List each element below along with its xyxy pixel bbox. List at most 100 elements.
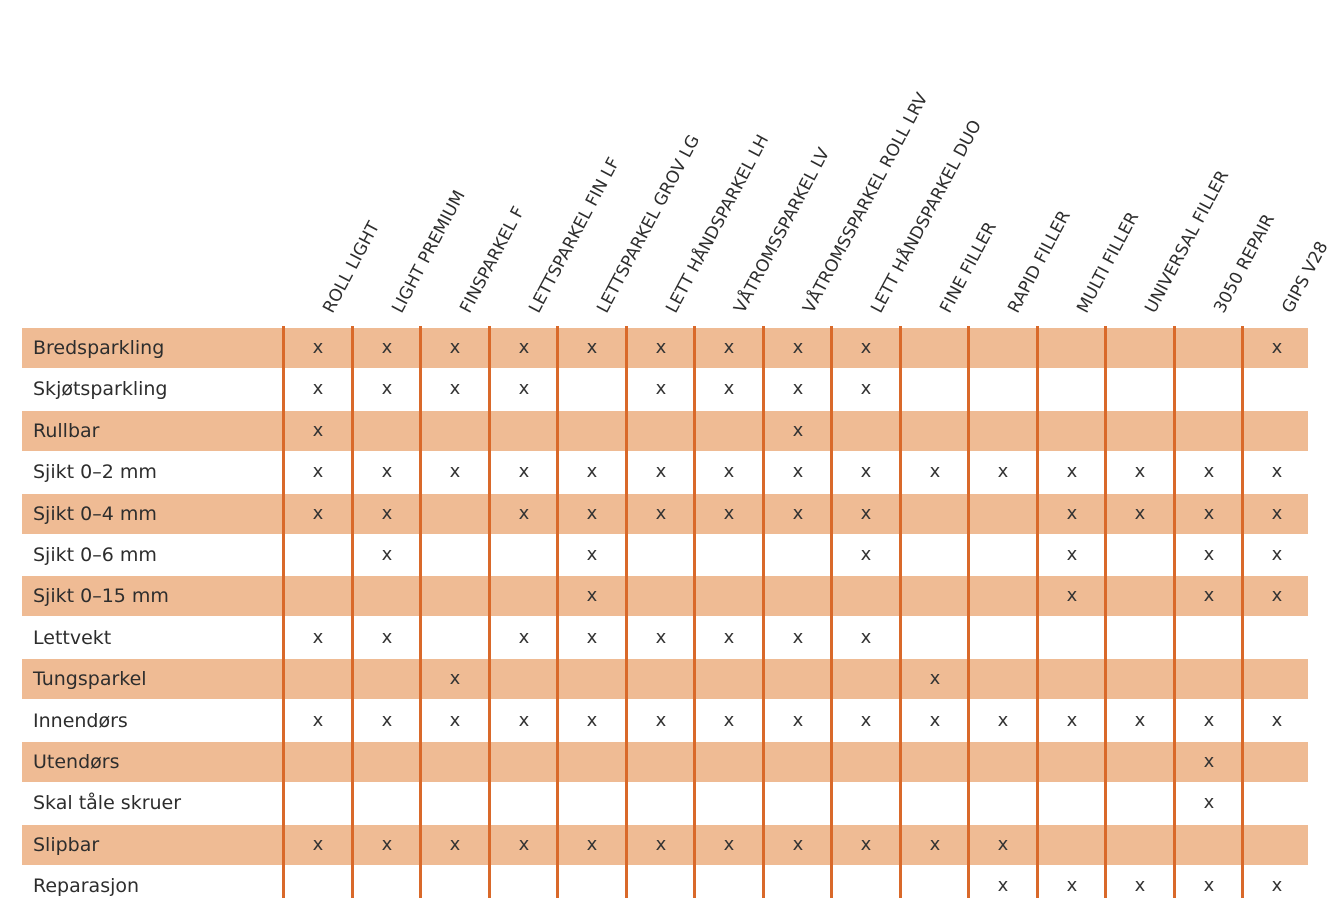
row-label: Rullbar xyxy=(33,420,100,442)
cell-mark: x xyxy=(792,461,804,482)
cell-mark: x xyxy=(449,710,461,731)
cell-mark: x xyxy=(1066,710,1078,731)
column-divider xyxy=(488,326,491,898)
cell-mark: x xyxy=(1203,751,1215,772)
cell-mark: x xyxy=(1134,503,1146,524)
table-row xyxy=(22,494,1308,534)
cell-mark: x xyxy=(860,337,872,358)
cell-mark: x xyxy=(381,503,393,524)
cell-mark: x xyxy=(723,503,735,524)
cell-mark: x xyxy=(381,710,393,731)
table-row xyxy=(22,825,1308,865)
cell-mark: x xyxy=(449,337,461,358)
table-row xyxy=(22,783,1308,823)
cell-mark: x xyxy=(929,710,941,731)
cell-mark: x xyxy=(929,461,941,482)
cell-mark: x xyxy=(655,461,667,482)
cell-mark: x xyxy=(381,461,393,482)
cell-mark: x xyxy=(312,834,324,855)
cell-mark: x xyxy=(1066,544,1078,565)
cell-mark: x xyxy=(449,834,461,855)
cell-mark: x xyxy=(860,503,872,524)
cell-mark: x xyxy=(997,875,1009,896)
cell-mark: x xyxy=(860,710,872,731)
column-header: ROLL LIGHT xyxy=(319,218,385,317)
cell-mark: x xyxy=(655,710,667,731)
cell-mark: x xyxy=(860,834,872,855)
cell-mark: x xyxy=(792,337,804,358)
cell-mark: x xyxy=(381,544,393,565)
cell-mark: x xyxy=(586,544,598,565)
cell-mark: x xyxy=(518,461,530,482)
table-row xyxy=(22,866,1308,906)
cell-mark: x xyxy=(586,461,598,482)
column-header: FINE FILLER xyxy=(936,218,1001,317)
cell-mark: x xyxy=(1271,875,1283,896)
column-divider xyxy=(693,326,696,898)
cell-mark: x xyxy=(860,544,872,565)
cell-mark: x xyxy=(586,710,598,731)
cell-mark: x xyxy=(518,378,530,399)
cell-mark: x xyxy=(586,627,598,648)
cell-mark: x xyxy=(381,337,393,358)
cell-mark: x xyxy=(1203,710,1215,731)
cell-mark: x xyxy=(655,627,667,648)
cell-mark: x xyxy=(518,337,530,358)
row-label: Tungsparkel xyxy=(33,668,147,690)
cell-mark: x xyxy=(723,834,735,855)
column-divider xyxy=(1173,326,1176,898)
column-divider xyxy=(1104,326,1107,898)
cell-mark: x xyxy=(312,378,324,399)
column-divider xyxy=(419,326,422,898)
cell-mark: x xyxy=(1066,875,1078,896)
cell-mark: x xyxy=(1271,585,1283,606)
row-label: Skjøtsparkling xyxy=(33,378,168,400)
column-divider xyxy=(1241,326,1244,898)
cell-mark: x xyxy=(1134,875,1146,896)
column-divider xyxy=(762,326,765,898)
cell-mark: x xyxy=(655,337,667,358)
table-row xyxy=(22,411,1308,451)
cell-mark: x xyxy=(312,337,324,358)
cell-mark: x xyxy=(723,710,735,731)
cell-mark: x xyxy=(381,378,393,399)
cell-mark: x xyxy=(1203,544,1215,565)
column-divider xyxy=(556,326,559,898)
cell-mark: x xyxy=(1203,792,1215,813)
column-divider xyxy=(899,326,902,898)
row-label: Bredsparkling xyxy=(33,337,165,359)
cell-mark: x xyxy=(1066,461,1078,482)
cell-mark: x xyxy=(381,627,393,648)
column-divider xyxy=(282,326,285,898)
cell-mark: x xyxy=(723,378,735,399)
cell-mark: x xyxy=(518,834,530,855)
cell-mark: x xyxy=(792,420,804,441)
cell-mark: x xyxy=(792,503,804,524)
column-header: RAPID FILLER xyxy=(1004,207,1075,317)
cell-mark: x xyxy=(860,378,872,399)
cell-mark: x xyxy=(312,420,324,441)
cell-mark: x xyxy=(1271,337,1283,358)
cell-mark: x xyxy=(518,710,530,731)
table-row xyxy=(22,535,1308,575)
cell-mark: x xyxy=(1203,875,1215,896)
cell-mark: x xyxy=(1271,461,1283,482)
column-divider xyxy=(351,326,354,898)
cell-mark: x xyxy=(1203,585,1215,606)
cell-mark: x xyxy=(792,627,804,648)
cell-mark: x xyxy=(1271,544,1283,565)
row-label: Sjikt 0–2 mm xyxy=(33,461,157,483)
cell-mark: x xyxy=(312,461,324,482)
row-label: Sjikt 0–15 mm xyxy=(33,585,169,607)
table-row xyxy=(22,742,1308,782)
cell-mark: x xyxy=(860,627,872,648)
cell-mark: x xyxy=(723,337,735,358)
cell-mark: x xyxy=(449,378,461,399)
row-label: Reparasjon xyxy=(33,875,140,897)
cell-mark: x xyxy=(1271,503,1283,524)
row-label: Sjikt 0–4 mm xyxy=(33,503,157,525)
cell-mark: x xyxy=(312,627,324,648)
cell-mark: x xyxy=(518,627,530,648)
cell-mark: x xyxy=(586,337,598,358)
cell-mark: x xyxy=(449,668,461,689)
